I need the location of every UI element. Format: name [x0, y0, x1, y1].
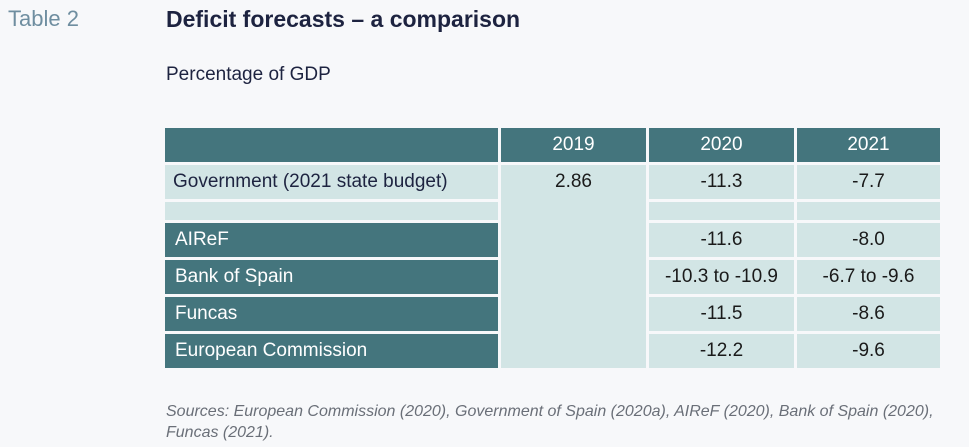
- column-header-2019: 2019: [501, 128, 646, 162]
- sources-note: Sources: European Commission (2020), Gov…: [166, 403, 934, 441]
- row-label-european-commission: European Commission: [165, 334, 498, 368]
- row-label-airef: AIReF: [165, 223, 498, 257]
- funcas-2020-value: -11.5: [649, 297, 794, 331]
- subtitle: Percentage of GDP: [166, 64, 331, 85]
- column-header-2021: 2021: [797, 128, 940, 162]
- spacer-row-2021: [797, 202, 940, 220]
- airef-2020-value: -11.6: [649, 223, 794, 257]
- row-label-government: Government (2021 state budget): [165, 165, 498, 199]
- bank-of-spain-2020-value: -10.3 to -10.9: [649, 260, 794, 294]
- government-2021-value: -7.7: [797, 165, 940, 199]
- government-2019-text: 2.86: [555, 171, 592, 192]
- government-2019-value: 2.86: [501, 165, 646, 368]
- spacer-row-2020: [649, 202, 794, 220]
- government-2020-value: -11.3: [649, 165, 794, 199]
- bank-of-spain-2021-value: -6.7 to -9.6: [797, 260, 940, 294]
- row-label-funcas: Funcas: [165, 297, 498, 331]
- row-label-bank-of-spain: Bank of Spain: [165, 260, 498, 294]
- page-title: Deficit forecasts – a comparison: [166, 6, 521, 32]
- forecast-table: 2019 2020 2021 Government (2021 state bu…: [165, 128, 940, 368]
- european-commission-2020-value: -12.2: [649, 334, 794, 368]
- header-corner: [165, 128, 498, 162]
- spacer-row-label: [165, 202, 498, 220]
- table-label: Table 2: [8, 6, 79, 31]
- column-header-2020: 2020: [649, 128, 794, 162]
- funcas-2021-value: -8.6: [797, 297, 940, 331]
- european-commission-2021-value: -9.6: [797, 334, 940, 368]
- airef-2021-value: -8.0: [797, 223, 940, 257]
